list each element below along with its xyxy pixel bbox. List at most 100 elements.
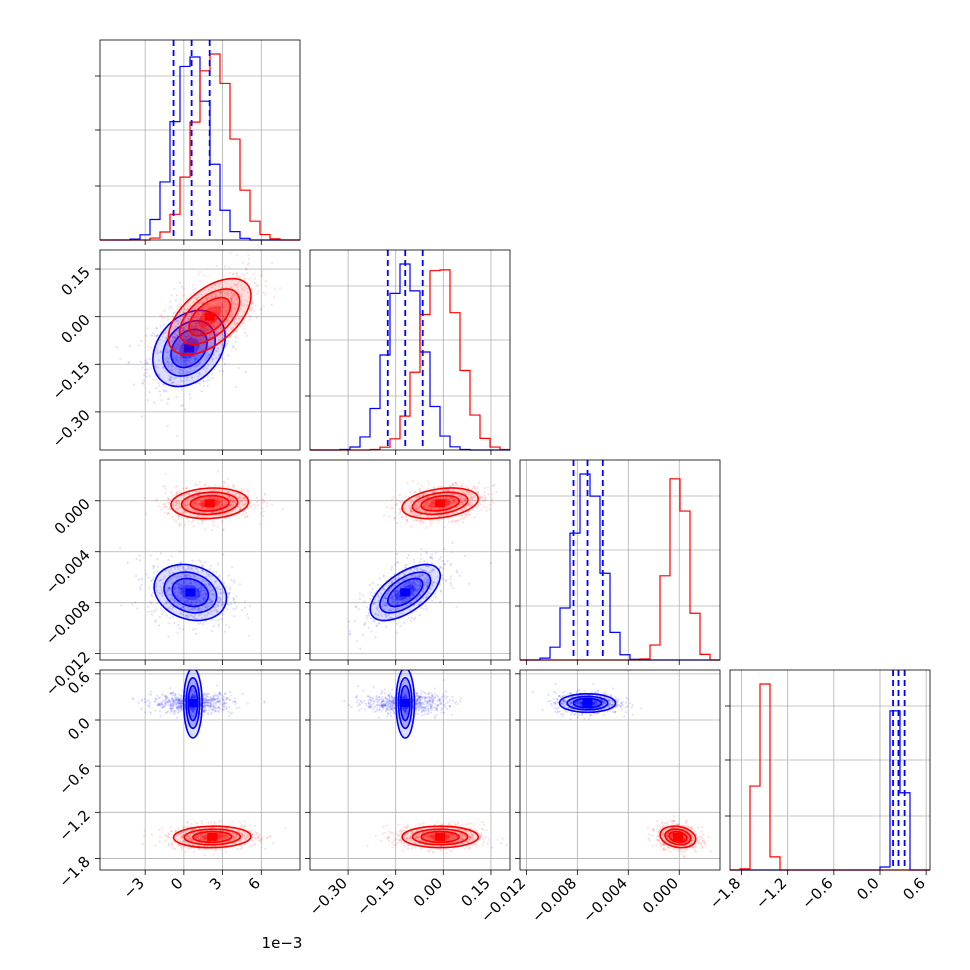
scatter-point [422, 492, 425, 496]
scatter-point [470, 496, 473, 499]
scatter-point [224, 503, 227, 506]
pair-panel-2-1 [305, 459, 511, 665]
scatter-point [141, 381, 144, 384]
scatter-point [389, 582, 393, 585]
scatter-point [227, 710, 230, 713]
scatter-point [161, 366, 164, 369]
scatter-point [219, 327, 222, 330]
scatter-point [177, 501, 180, 504]
scatter-point [180, 707, 183, 710]
scatter-point [199, 326, 202, 329]
scatter-point [157, 696, 161, 700]
scatter-point [434, 552, 437, 555]
scatter-point [184, 361, 187, 365]
scatter-point [414, 597, 417, 600]
scatter-point [228, 498, 231, 501]
scatter-point [209, 305, 212, 308]
scatter-point [265, 285, 268, 288]
scatter-point [182, 359, 185, 362]
scatter-point [416, 595, 419, 599]
scatter-point [200, 338, 203, 341]
scatter-point [182, 360, 186, 364]
scatter-point [205, 322, 209, 325]
scatter-point [420, 557, 423, 560]
scatter-point [172, 347, 176, 350]
scatter-point [180, 709, 184, 712]
scatter-point [411, 581, 414, 584]
scatter-point [233, 581, 236, 584]
scatter-point [219, 300, 222, 304]
scatter-point [459, 484, 462, 488]
scatter-point [216, 696, 220, 699]
scatter-point [216, 498, 220, 501]
scatter-point [208, 378, 211, 381]
scatter-point [445, 497, 448, 500]
scatter-point [210, 712, 213, 715]
scatter-point [429, 506, 432, 509]
scatter-point [219, 291, 222, 294]
scatter-point [378, 610, 381, 614]
scatter-point [239, 303, 243, 306]
scatter-point [200, 617, 204, 620]
scatter-point [202, 318, 205, 321]
scatter-point [234, 702, 237, 705]
scatter-point [178, 384, 181, 387]
scatter-point [179, 707, 182, 710]
scatter-point [410, 581, 414, 584]
scatter-point [194, 601, 198, 604]
scatter-point [167, 498, 170, 501]
scatter-point [414, 588, 417, 591]
scatter-point [211, 372, 214, 375]
scatter-point [457, 495, 460, 498]
scatter-point [209, 334, 212, 337]
scatter-point [187, 597, 190, 600]
scatter-point [461, 502, 464, 506]
scatter-point [185, 574, 189, 577]
scatter-point [178, 696, 181, 700]
scatter-point [173, 699, 176, 702]
scatter-point [392, 601, 395, 604]
scatter-point [163, 704, 166, 708]
scatter-point [155, 346, 158, 349]
scatter-point [140, 340, 143, 343]
scatter-point [478, 496, 482, 500]
scatter-point [181, 369, 185, 372]
scatter-point [370, 594, 374, 597]
scatter-point [463, 506, 466, 509]
scatter-point [210, 600, 213, 603]
scatter-point [231, 492, 234, 495]
scatter-point [196, 589, 200, 592]
scatter-point [196, 503, 199, 507]
scatter-point [219, 310, 222, 314]
scatter-point [183, 326, 186, 330]
scatter-point [406, 598, 409, 601]
scatter-point [390, 598, 394, 602]
scatter-point [230, 286, 233, 289]
scatter-point [201, 306, 204, 310]
scatter-point [393, 594, 397, 597]
scatter-point [115, 346, 118, 349]
scatter-point [467, 492, 471, 495]
scatter-point [230, 297, 233, 300]
scatter-point [188, 304, 192, 308]
scatter-point [190, 586, 193, 589]
scatter-point [396, 595, 399, 598]
histogram-series_a [100, 56, 300, 241]
scatter-point [161, 361, 164, 365]
scatter-point [383, 595, 386, 598]
scatter-point [394, 592, 398, 595]
scatter-point [218, 692, 221, 695]
scatter-point [241, 288, 244, 292]
scatter-point [191, 706, 194, 709]
scatter-point [202, 290, 206, 293]
scatter-point [174, 600, 177, 603]
scatter-point [221, 306, 225, 309]
scatter-point [206, 306, 210, 309]
scatter-point [222, 613, 225, 616]
scatter-point [440, 574, 443, 577]
scatter-point [179, 699, 182, 702]
scatter-point [159, 350, 162, 354]
scatter-point [233, 499, 236, 502]
scatter-point [220, 505, 223, 509]
scatter-point [192, 503, 195, 506]
